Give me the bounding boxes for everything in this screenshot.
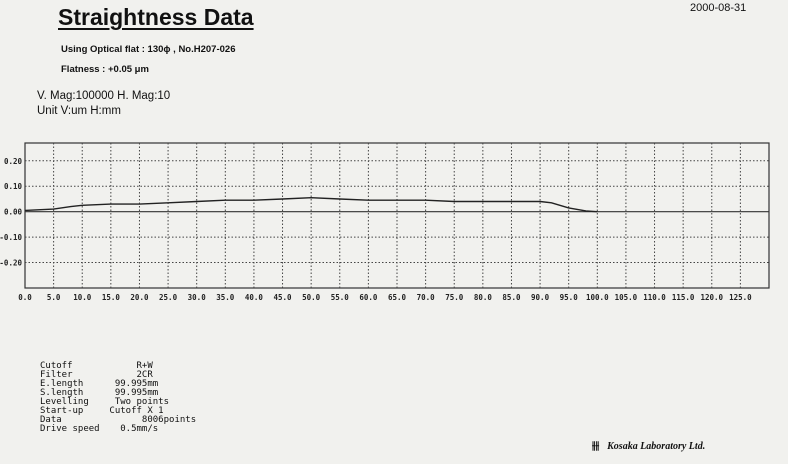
x-tick-label: 45.0 (274, 293, 293, 302)
x-tick-label: 105.0 (615, 293, 638, 302)
parameter-key: S.length (40, 388, 84, 398)
parameter-value: 0.5mm/s (104, 424, 159, 434)
parameter-key: Start-up (40, 406, 84, 416)
parameter-row: S.length 99.995mm (40, 389, 196, 398)
parameter-value: 99.995mm (104, 388, 159, 398)
date: 2000-08-31 (690, 2, 747, 14)
x-tick-label: 65.0 (388, 293, 407, 302)
x-tick-label: 80.0 (474, 293, 493, 302)
x-tick-label: 70.0 (417, 293, 436, 302)
y-tick-label: 0.10 (4, 182, 23, 191)
x-tick-label: 0.0 (18, 293, 32, 302)
parameter-value: Two points (104, 397, 170, 407)
x-tick-label: 75.0 (445, 293, 464, 302)
parameter-row: Drive speed 0.5mm/s (40, 425, 196, 434)
x-tick-label: 90.0 (531, 293, 550, 302)
flatness-info: Flatness : +0.05 μm (61, 64, 149, 75)
y-tick-label: 0.00 (4, 208, 23, 217)
straightness-profile-line (24, 196, 598, 213)
parameter-key: Levelling (40, 397, 89, 407)
parameter-row: Cutoff R+W (40, 362, 196, 371)
parameter-row: E.length 99.995mm (40, 380, 196, 389)
y-tick-label: 0.20 (4, 157, 23, 166)
parameter-key: Cutoff (40, 361, 73, 371)
parameter-value: R+W (104, 361, 153, 371)
x-tick-label: 100.0 (586, 293, 609, 302)
optical-flat-info: Using Optical flat : 130ϕ , No.H207-026 (61, 44, 236, 55)
parameter-key: E.length (40, 379, 84, 389)
company-logo: ⫲⫲ Kosaka Laboratory Ltd. (592, 440, 705, 453)
magnification-info: V. Mag:100000 H. Mag:10 (37, 90, 171, 102)
parameter-key: Drive speed (40, 424, 100, 434)
x-tick-label: 115.0 (672, 293, 695, 302)
x-tick-label: 55.0 (331, 293, 350, 302)
x-tick-label: 20.0 (130, 293, 149, 302)
x-tick-label: 60.0 (359, 293, 378, 302)
x-tick-label: 10.0 (73, 293, 92, 302)
x-tick-label: 95.0 (560, 293, 579, 302)
logo-mark-icon: ⫲⫲ (592, 440, 600, 452)
x-tick-label: 40.0 (245, 293, 264, 302)
parameter-value: 2CR (104, 370, 153, 380)
x-tick-label: 50.0 (302, 293, 321, 302)
x-tick-label: 110.0 (643, 293, 666, 302)
parameter-row: Start-up Cutoff X 1 (40, 407, 196, 416)
parameter-key: Data (40, 415, 62, 425)
units-info: Unit V:um H:mm (37, 105, 121, 117)
x-tick-label: 125.0 (729, 293, 752, 302)
y-tick-label: -0.20 (0, 259, 22, 268)
x-tick-label: 5.0 (47, 293, 61, 302)
x-tick-label: 30.0 (188, 293, 207, 302)
parameter-row: Filter 2CR (40, 371, 196, 380)
measurement-parameters: Cutoff R+W Filter 2CR E.length 99.995mm S.l… (40, 362, 196, 434)
parameter-value: Cutoff X 1 (104, 406, 164, 416)
x-tick-label: 15.0 (102, 293, 121, 302)
x-tick-label: 25.0 (159, 293, 178, 302)
parameter-row: Data 8006points (40, 416, 196, 425)
parameter-key: Filter (40, 370, 73, 380)
parameter-value: 99.995mm (104, 379, 159, 389)
parameter-row: Levelling Two points (40, 398, 196, 407)
parameter-value: 8006points (104, 415, 197, 425)
x-tick-label: 35.0 (216, 293, 235, 302)
company-name: Kosaka Laboratory Ltd. (607, 441, 706, 452)
x-tick-label: 120.0 (700, 293, 723, 302)
y-tick-label: -0.10 (0, 233, 22, 242)
page-title: Straightness Data (58, 4, 254, 30)
straightness-chart: 0.0 5.0 10.0 15.0 20.0 25.0 30.0 35.0 40.0 45.0 50… (0, 142, 770, 302)
x-tick-label: 85.0 (502, 293, 521, 302)
